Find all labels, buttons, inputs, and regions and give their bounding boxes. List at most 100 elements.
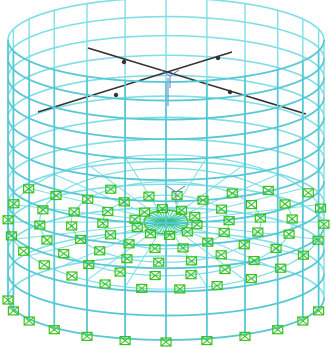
fixed-support-icon [185,270,197,280]
floor-hub-spoke [165,219,188,223]
fixed-support-icon [123,239,135,249]
fixed-support-icon [163,230,176,240]
fixed-support-icon [211,280,223,291]
fixed-support-icon [297,250,309,260]
fixed-support-icon [174,284,186,294]
fixed-support-icon [272,325,284,335]
fixed-support-icon [238,240,250,250]
fixed-support-icon [149,270,161,281]
fixed-support-icon [201,335,213,346]
fixed-support-icon [136,283,148,294]
local-axes-triad-icon [160,69,180,88]
fixed-support-icon [160,337,172,347]
fixed-support-icon [283,229,295,239]
floor-hub-spoke [165,211,178,223]
fixed-support-icon [153,257,165,267]
fixed-support-icon [143,191,155,201]
fixed-support-icon [252,227,264,237]
fixed-support-icon [66,221,78,231]
fixed-support-icon [156,204,169,214]
wall-front-frame [7,39,325,341]
local-axes-triads [160,69,186,204]
fixed-support-icon [83,259,95,270]
floor-hub-spoke [146,215,167,223]
fixed-support-icon [121,254,133,264]
section-node [121,59,127,65]
fixed-support-icon [129,214,141,224]
floor-spoke [165,187,303,223]
fixed-support-icon [139,207,151,217]
fixed-support-icon [314,203,327,213]
fixed-support-icon [8,199,20,209]
wall-ring-back [7,0,325,41]
fixed-support-icon [102,206,114,217]
fixed-support-icon [37,205,49,215]
fixed-support-icon [66,271,78,281]
fixed-support-icon [226,188,238,198]
fixed-support-icon [297,316,309,326]
fixed-support-icon [286,214,298,224]
fixed-support-icon [119,335,131,346]
section-node [227,89,233,95]
fixed-support-icon [50,190,62,201]
fixed-support-icon [18,246,30,256]
section-node [113,92,119,98]
fixed-support-icon [239,331,251,341]
fixed-support-icon [74,234,87,245]
fixed-support-icon [7,306,19,316]
fixed-support-icon [219,264,231,275]
fixed-support-icon [104,230,117,240]
fixed-support-icon [215,250,227,260]
fixed-support-icon [68,207,80,217]
fixed-support-icon [245,199,258,210]
fixed-support-icon [105,184,117,194]
fixed-support-icon [189,211,201,222]
local-axes-triad-icon [166,185,186,204]
floor-spoke [29,221,167,257]
fixed-support-icon [118,197,130,207]
fixed-support-icon [2,295,14,305]
fixed-support-icon [218,227,230,238]
fixed-support-icon [144,229,157,239]
fixed-support-icon [248,255,260,266]
fixed-support-icon [149,243,161,254]
floor-hub-spoke [165,210,174,223]
fixed-support-icon [99,279,111,289]
fixed-support-icon [181,227,193,237]
fixed-support-icon [23,316,35,326]
fixed-support-icon [94,246,106,256]
fixed-support-icon [202,237,214,247]
fixed-support-icon [81,331,93,341]
fixed-support-icon [245,273,257,284]
fixed-support-icon [302,188,314,198]
fixed-support-icon [38,260,50,270]
fixed-support-icon [270,243,282,254]
fixed-support-icon [114,267,126,277]
fixed-support-icon [318,219,330,229]
fixed-support-icon [97,218,109,228]
fixed-support-icon [177,243,189,253]
floor-hub-spoke [148,213,167,223]
fixed-support-icon [215,204,228,214]
fixed-support-icon [185,256,198,266]
fixed-support-icon [312,235,324,245]
fixed-support-icon [279,199,291,209]
fixed-support-icon [5,231,18,241]
fixed-support-icon [254,213,266,223]
floor-hub-spoke [154,211,167,223]
fixed-support-icon [175,205,188,215]
fixed-support-icon [58,248,70,259]
section-node [215,55,221,61]
fixed-support-icon [275,263,287,273]
fixed-support-icon [223,216,235,226]
fixed-support-icon [48,325,60,335]
support-markers [2,184,330,347]
fixed-support-icon [41,235,53,245]
section-cut-lines [37,47,307,115]
fixed-support-icon [262,185,274,196]
fixed-support-icon [313,306,325,316]
fixed-support-icon [197,195,209,205]
fixed-support-icon [23,184,35,194]
